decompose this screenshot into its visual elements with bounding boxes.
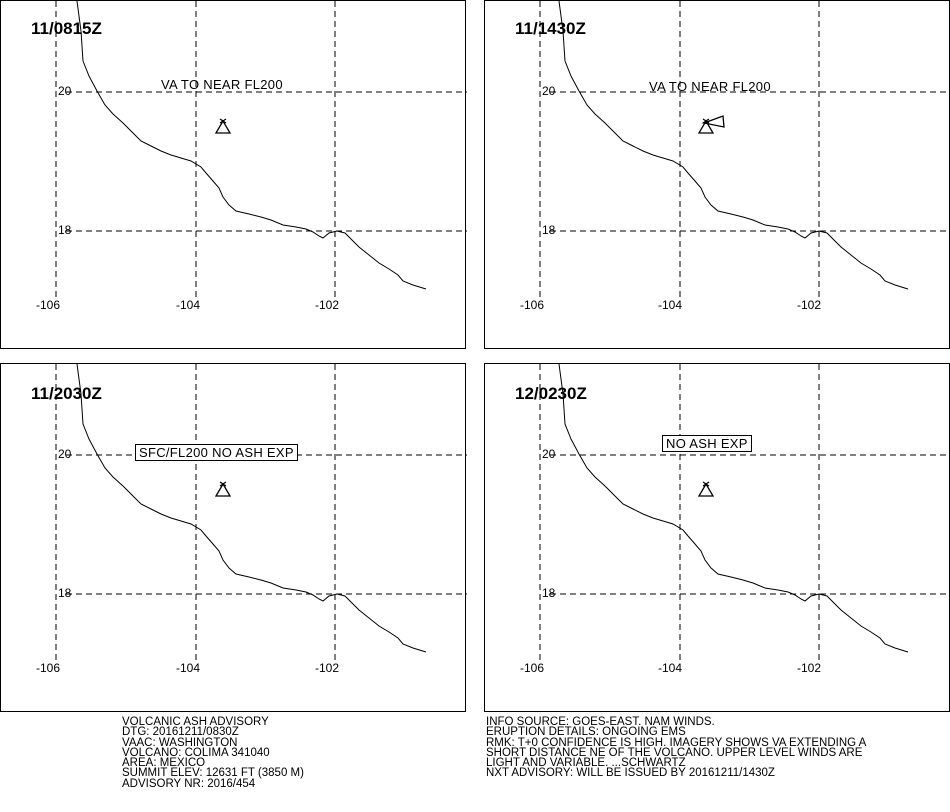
- map-graphic: [539, 364, 950, 664]
- lon-tick-102: -102: [315, 298, 340, 312]
- coastline: [558, 364, 909, 653]
- next-advisory: NXT ADVISORY: WILL BE ISSUED BY 20161211…: [486, 767, 775, 780]
- volcano-icon: [214, 482, 232, 497]
- advisory-area: AREA: MEXICO: [122, 757, 206, 770]
- lat-tick-18: 18: [58, 586, 72, 600]
- advisory-volcano: VOLCANO: COLIMA 341040: [122, 746, 270, 759]
- lat-tick-20: 20: [58, 84, 72, 98]
- lat-tick-18: 18: [542, 223, 556, 237]
- advisory-header-block: VOLCANIC ASH ADVISORY DTG: 20161211/0830…: [122, 716, 304, 790]
- eruption-mark: [219, 481, 227, 487]
- volcano-icon: [697, 119, 715, 134]
- map-panel-4: 12/0230Z NO ASH EXP 20 18 -106 -104 -102: [484, 363, 950, 712]
- eruption-details: ERUPTION DETAILS: ONGOING EMS: [486, 726, 686, 739]
- ash-label: NO ASH EXP: [662, 435, 752, 452]
- map-panel-1: 11/0815Z VA TO NEAR FL200 20 18 -106 -10…: [0, 0, 467, 349]
- lat-tick-18: 18: [542, 586, 556, 600]
- coastline: [558, 1, 909, 290]
- info-source: INFO SOURCE: GOES-EAST. NAM WINDS.: [486, 716, 715, 728]
- panel-timestamp: 11/1430Z: [515, 19, 586, 38]
- ash-label: VA TO NEAR FL200: [161, 77, 283, 92]
- eruption-mark: [219, 118, 227, 124]
- ash-plume-polygon: [701, 115, 725, 128]
- lat-tick-20: 20: [542, 447, 556, 461]
- lon-tick-104: -104: [176, 661, 201, 675]
- panel-timestamp: 11/0815Z: [31, 19, 102, 38]
- map-panel-2: 11/1430Z VA TO NEAR FL200 20 18 -106 -10…: [484, 0, 950, 349]
- lon-tick-106: -106: [36, 661, 61, 675]
- ash-label: SFC/FL200 NO ASH EXP: [135, 444, 298, 461]
- advisory-summit: SUMMIT ELEV: 12631 FT (3850 M): [122, 767, 304, 780]
- coastline: [76, 364, 427, 653]
- lat-tick-18: 18: [58, 223, 72, 237]
- lat-tick-20: 20: [542, 84, 556, 98]
- volcano-icon: [697, 482, 715, 497]
- remarks-line-1: RMK: T+0 CONFIDENCE IS HIGH. IMAGERY SHO…: [486, 736, 867, 749]
- remarks-line-2: SHORT DISTANCE NE OF THE VOLCANO. UPPER …: [486, 746, 863, 759]
- map-graphic: [55, 1, 467, 301]
- volcano-icon: [214, 119, 232, 134]
- advisory-info-block: INFO SOURCE: GOES-EAST. NAM WINDS. ERUPT…: [486, 716, 867, 780]
- lon-tick-104: -104: [176, 298, 201, 312]
- lon-tick-102: -102: [797, 298, 822, 312]
- ash-label: VA TO NEAR FL200: [649, 79, 771, 94]
- lon-tick-106: -106: [520, 661, 545, 675]
- lon-tick-106: -106: [36, 298, 61, 312]
- map-graphic: [55, 364, 467, 664]
- lon-tick-104: -104: [658, 298, 683, 312]
- lon-tick-104: -104: [658, 661, 683, 675]
- map-panel-3: 11/2030Z SFC/FL200 NO ASH EXP 20 18 -106…: [0, 363, 467, 712]
- eruption-mark: [702, 481, 710, 487]
- coastline: [76, 1, 427, 290]
- lon-tick-102: -102: [797, 661, 822, 675]
- panel-timestamp: 12/0230Z: [515, 384, 587, 403]
- panel-timestamp: 11/2030Z: [31, 384, 102, 403]
- advisory-vaac: VAAC: WASHINGTON: [122, 736, 238, 749]
- map-graphic: [539, 1, 950, 301]
- lat-tick-20: 20: [58, 447, 72, 461]
- advisory-number: ADVISORY NR: 2016/454: [122, 777, 256, 790]
- remarks-line-3: LIGHT AND VARIABLE. ...SCHWARTZ: [486, 757, 686, 770]
- advisory-title: VOLCANIC ASH ADVISORY: [122, 716, 269, 728]
- lon-tick-106: -106: [520, 298, 545, 312]
- lon-tick-102: -102: [315, 661, 340, 675]
- advisory-dtg: DTG: 20161211/0830Z: [122, 726, 239, 739]
